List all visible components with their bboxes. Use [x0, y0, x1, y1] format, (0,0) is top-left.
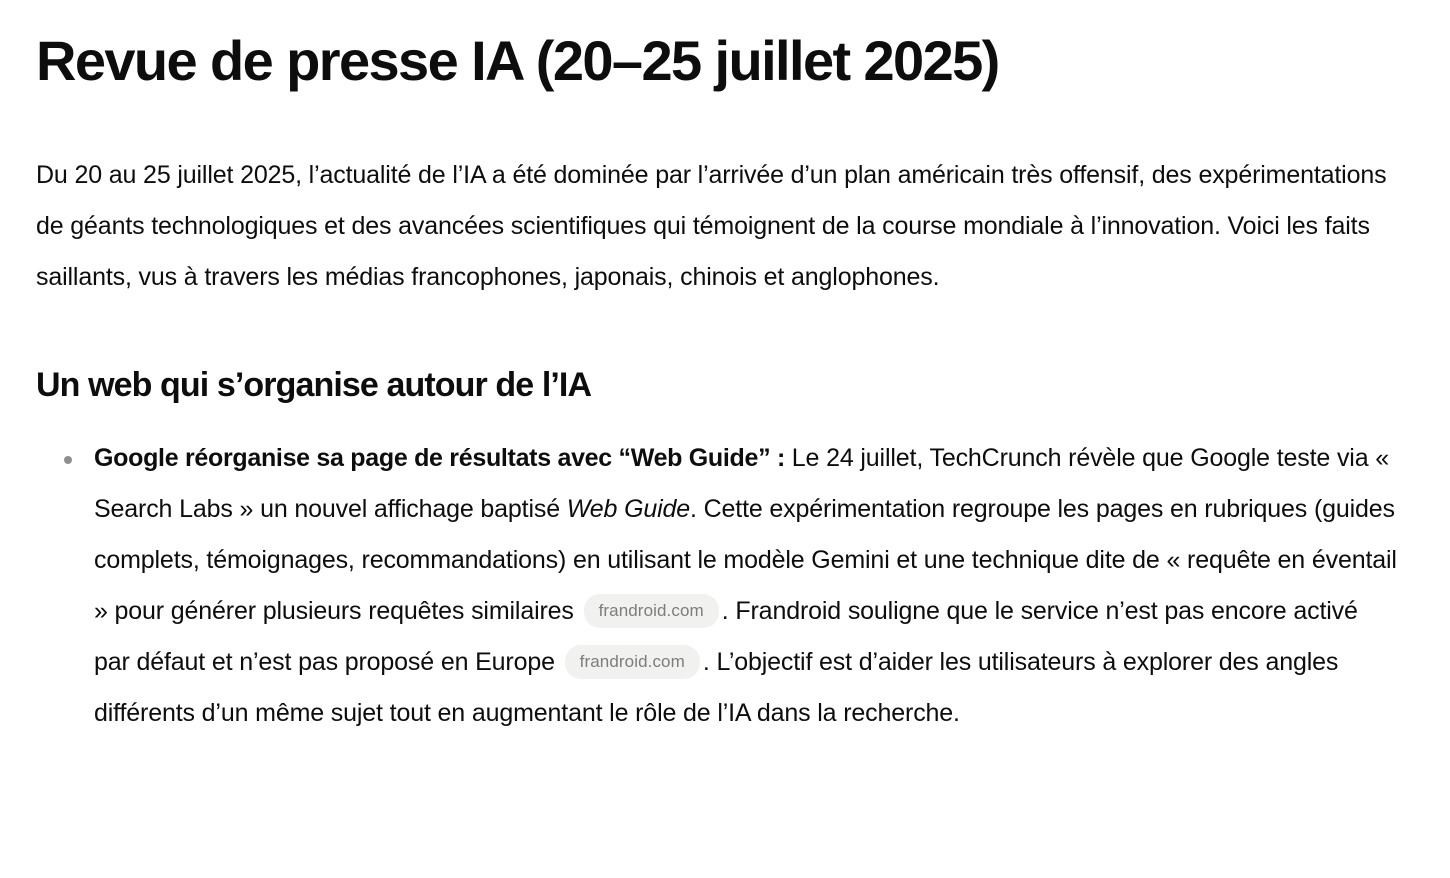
citation-chip-frandroid-2[interactable]: frandroid.com — [564, 644, 700, 679]
section-heading-web-ia: Un web qui s’organise autour de l’IA — [36, 366, 592, 405]
list-item-emphasis-web-guide: Web Guide — [566, 494, 691, 523]
bullet-point-icon — [64, 455, 72, 464]
list-item-text-part-3: . Frandroid souligne que le service n’es… — [94, 596, 1358, 676]
list-item-text-part-1: Le 24 juillet, TechCrunch révèle que Goo… — [94, 443, 1390, 523]
page-title: Revue de presse IA (20–25 juillet 2025) — [36, 29, 1000, 92]
list-item: Google réorganise sa page de résultats a… — [36, 433, 1398, 739]
citation-chip-frandroid-1[interactable]: frandroid.com — [583, 593, 719, 628]
list-item-text-part-2: . Cette expérimentation regroupe les pag… — [94, 494, 1397, 625]
bullet-list: Google réorganise sa page de résultats a… — [36, 433, 1398, 739]
list-item-lead: Google réorganise sa page de résultats a… — [94, 443, 785, 472]
intro-paragraph: Du 20 au 25 juillet 2025, l’actualité de… — [36, 161, 1387, 292]
article-body: Revue de presse IA (20–25 juillet 2025) … — [36, 29, 1398, 739]
list-item-text-part-4: . L’objectif est d’aider les utilisateur… — [94, 647, 1339, 727]
